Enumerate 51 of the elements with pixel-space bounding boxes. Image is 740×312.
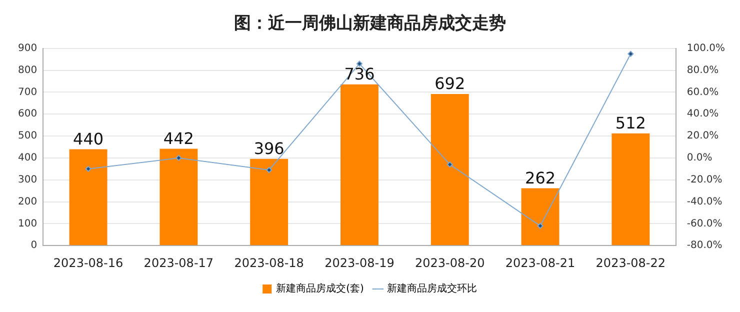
x-tick-label: 2023-08-22 xyxy=(596,256,666,270)
point xyxy=(628,50,634,57)
point xyxy=(176,154,182,161)
y-tick-label: 400 xyxy=(18,152,38,164)
point xyxy=(85,166,92,172)
legend-label: 新建商品房成交环比 xyxy=(386,282,477,295)
bar xyxy=(521,188,560,246)
y-tick-label: 900 xyxy=(18,42,38,54)
y2-tick-label: 0.0% xyxy=(686,152,712,164)
y2-tick-label: -80.0% xyxy=(686,240,722,252)
y2-tick-label: 80.0% xyxy=(686,64,719,76)
y-tick-label: 300 xyxy=(18,174,38,186)
x-tick-label: 2023-08-17 xyxy=(144,256,214,270)
point xyxy=(537,222,544,229)
data-label: 736 xyxy=(344,64,375,84)
data-label: 512 xyxy=(615,114,646,133)
bar xyxy=(340,84,378,246)
x-tick-label: 2023-08-20 xyxy=(415,256,485,270)
y2-tick-label: 100.0% xyxy=(686,42,726,54)
data-label: 442 xyxy=(163,128,194,148)
y-tick-label: 800 xyxy=(18,64,38,76)
x-tick-label: 2023-08-18 xyxy=(234,256,304,270)
y2-tick-label: -60.0% xyxy=(686,218,722,230)
bar xyxy=(160,148,198,246)
data-label: 440 xyxy=(73,129,104,148)
y2-tick-label: 20.0% xyxy=(686,130,719,142)
bar xyxy=(250,158,288,246)
y2-tick-label: -40.0% xyxy=(686,196,722,208)
chart-title: 图：近一周佛山新建商品房成交走势 xyxy=(234,14,506,34)
x-tick-label: 2023-08-19 xyxy=(324,256,394,270)
bar xyxy=(612,133,650,246)
legend-label: 新建商品房成交(套) xyxy=(276,282,364,295)
y2-tick-label: 40.0% xyxy=(686,108,719,120)
y2-tick-label: -20.0% xyxy=(686,174,722,186)
y2-tick-label: 60.0% xyxy=(686,86,719,98)
x-tick-label: 2023-08-16 xyxy=(53,256,124,270)
data-label: 396 xyxy=(254,138,284,158)
x-tick-label: 2023-08-21 xyxy=(505,256,576,270)
point xyxy=(356,60,362,67)
y-tick-label: 0 xyxy=(30,240,38,252)
bar xyxy=(430,94,469,246)
y-tick-label: 100 xyxy=(18,218,38,230)
bar xyxy=(69,149,108,246)
y-tick-label: 700 xyxy=(18,86,38,98)
data-label: 692 xyxy=(434,74,466,94)
y-tick-label: 200 xyxy=(18,196,38,208)
y-tick-label: 600 xyxy=(18,108,38,120)
point xyxy=(266,167,272,174)
data-label: 262 xyxy=(525,168,556,188)
point xyxy=(446,162,453,168)
y-tick-label: 500 xyxy=(18,130,38,142)
